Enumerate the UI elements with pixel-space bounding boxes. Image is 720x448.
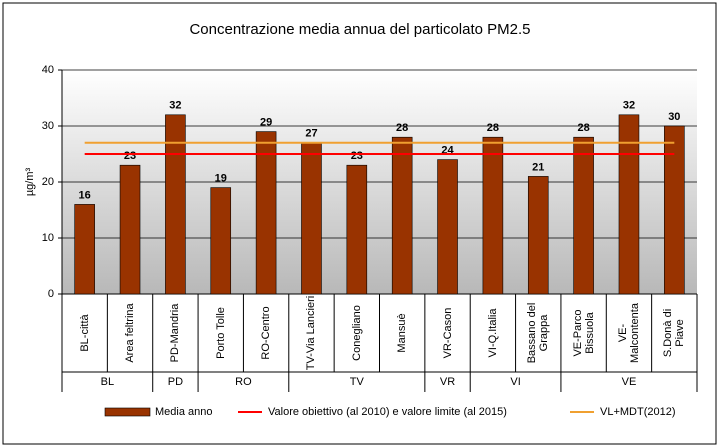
x-tick-label: Bassano del Grappa [526,302,551,364]
legend-label: Valore obiettivo (al 2010) e valore limi… [268,406,507,418]
x-tick-label: PD-Mandria [169,303,182,363]
bar [301,142,322,295]
x-tick-label: VE-Parco Bissuola [571,309,596,357]
value-label: 28 [487,122,499,134]
x-tick-label: VE-Malcontenta [616,303,641,363]
group-label: RO [235,376,252,388]
value-label: 21 [532,161,544,173]
value-label: 23 [124,150,136,162]
legend-label: VL+MDT(2012) [600,406,676,418]
bar [119,164,141,295]
group-label: BL [101,376,114,388]
x-tick-label: Porto Tolle [214,307,227,359]
x-tick-label: S.Donà di Piave [662,308,687,358]
value-label: 27 [305,128,317,140]
legend-label: Media anno [155,406,213,418]
x-tick-label: BL-città [78,314,91,352]
x-tick-label: Mansuè [396,313,409,353]
y-tick-label: 40 [42,64,54,76]
x-tick-label: VR-Cason [441,307,454,359]
x-tick-label: Area feltrina [124,303,137,363]
bar [527,176,549,295]
x-tick-label: TV-Via Lancieri [305,295,318,371]
bar [74,204,95,295]
group-label: VE [622,376,637,388]
value-label: 28 [396,122,408,134]
value-label: 32 [623,100,635,112]
bar [664,125,685,295]
bar [391,136,413,295]
bar [618,114,640,295]
y-tick-label: 30 [42,120,54,132]
y-tick-label: 10 [42,232,54,244]
legend-swatch [104,407,151,417]
group-label: VR [440,376,455,388]
bar [573,136,594,295]
group-label: PD [168,376,183,388]
group-label: VI [510,376,520,388]
chart-title: Concentrazione media annua del particola… [189,21,530,38]
value-label: 29 [260,117,272,129]
x-tick-label: VI-Q.Italia [486,308,499,358]
bar [437,159,458,295]
group-label: TV [350,376,365,388]
bar [255,131,277,295]
bar [210,187,232,295]
y-tick-label: 20 [42,176,54,188]
bar [165,114,186,295]
value-label: 16 [79,189,91,201]
value-label: 19 [215,173,227,185]
value-label: 28 [577,122,589,134]
x-tick-label: Conegliano [350,305,363,361]
value-label: 32 [169,100,181,112]
value-label: 30 [668,111,680,123]
y-tick-label: 0 [48,288,54,300]
value-label: 23 [351,150,363,162]
bar [482,136,504,295]
x-tick-label: RO-Centro [260,306,273,360]
bar [346,164,368,295]
y-axis-label: µg/m³ [24,167,36,196]
